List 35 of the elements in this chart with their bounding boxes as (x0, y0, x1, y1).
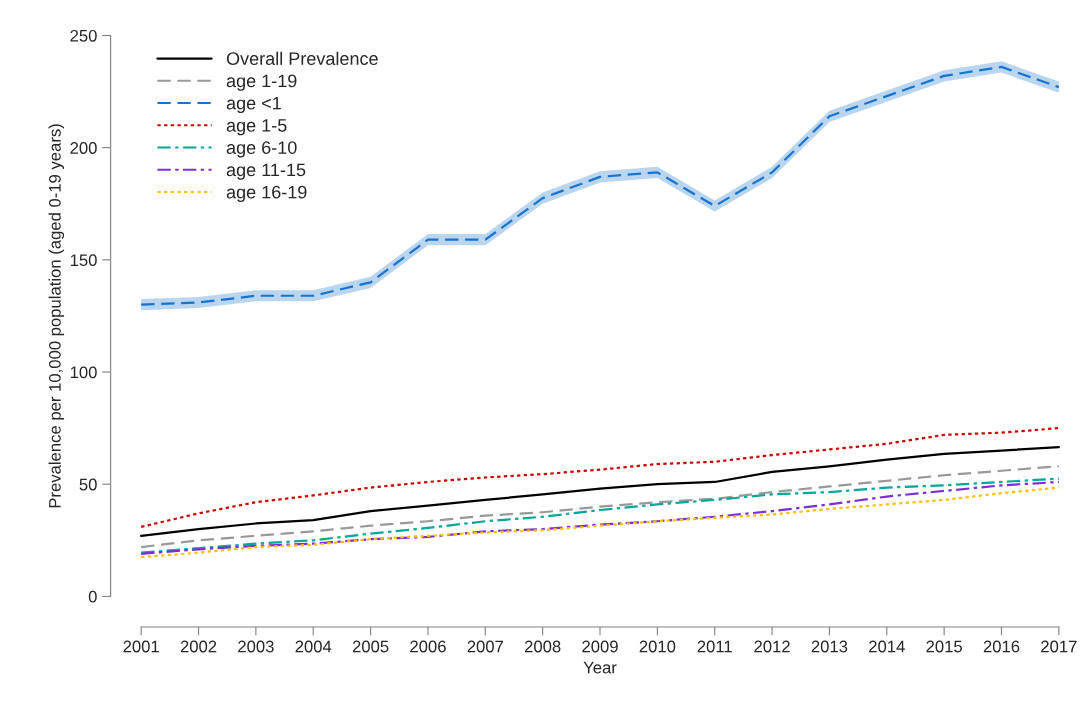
x-tick-label: 2016 (983, 640, 1020, 653)
legend-label: age <1 (226, 96, 281, 114)
x-axis-title: Year (583, 661, 617, 674)
x-tick-label: 2001 (123, 640, 159, 653)
x-tick-label: 2007 (467, 640, 504, 653)
x-tick-label: 2014 (869, 640, 905, 653)
x-tick-label: 2013 (811, 640, 848, 653)
legend-label: Overall Prevalence (226, 51, 378, 66)
x-tick-label: 2003 (238, 640, 274, 653)
y-tick-label: 100 (70, 366, 97, 379)
y-tick-label: 0 (88, 590, 97, 603)
line-series (140, 465, 1060, 549)
y-tick-label: 150 (70, 254, 97, 267)
y-tick-label: 50 (79, 478, 97, 491)
x-tick-label: 2005 (352, 640, 389, 653)
x-tick-label: 2004 (295, 640, 332, 653)
y-tick-label: 250 (70, 29, 97, 42)
x-tick-label: 2010 (639, 640, 676, 653)
y-axis-title: Prevalence per 10,000 population (aged 0-19 years) (48, 124, 65, 508)
line-series (140, 427, 1060, 528)
x-tick-label: 2011 (697, 640, 732, 653)
x-tick-label: 2017 (1041, 640, 1077, 653)
legend-label: age 16-19 (226, 185, 307, 203)
legend-label: age 1-19 (226, 74, 297, 91)
x-tick-label: 2006 (410, 640, 446, 653)
x-tick-label: 2012 (754, 640, 790, 653)
legend-label: age 1-5 (226, 119, 287, 136)
legend-label: age 11-15 (226, 163, 306, 180)
legend-label: age 6-10 (226, 141, 297, 158)
x-tick-label: 2009 (582, 640, 618, 653)
x-tick-label: 2008 (524, 640, 561, 653)
y-tick-label: 200 (70, 142, 97, 154)
x-tick-label: 2015 (926, 640, 962, 653)
line-series (140, 446, 1060, 537)
x-tick-label: 2002 (180, 640, 217, 653)
